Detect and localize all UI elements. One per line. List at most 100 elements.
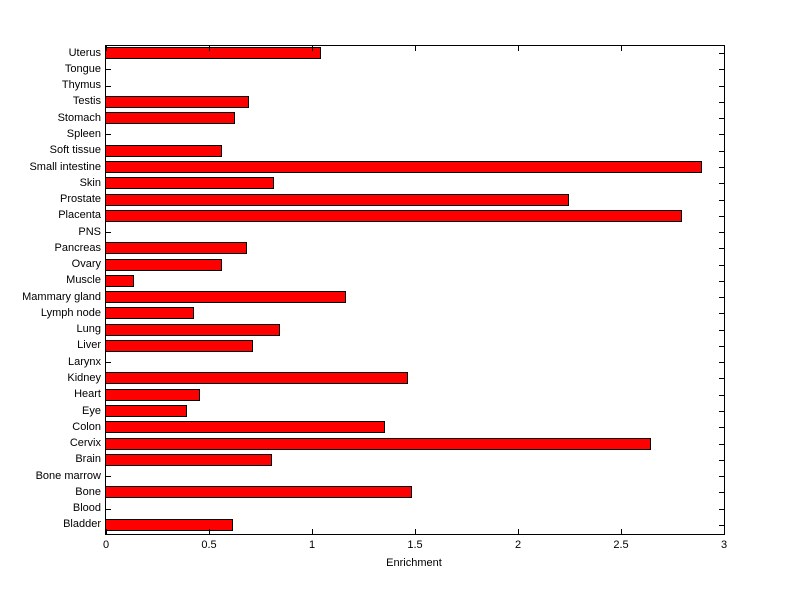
- y-tick-label: Skin: [79, 177, 101, 189]
- bar: [105, 519, 233, 531]
- y-tick-label: Eye: [82, 405, 101, 417]
- bar: [105, 145, 222, 157]
- bar: [105, 47, 321, 59]
- y-tick-label: Larynx: [67, 356, 101, 368]
- y-tick-left: [106, 509, 111, 510]
- bar: [105, 438, 651, 450]
- y-tick-right: [719, 346, 724, 347]
- bar: [105, 372, 408, 384]
- bar: [105, 194, 569, 206]
- y-tick-label: Uterus: [68, 47, 101, 59]
- y-tick-label: Small intestine: [29, 161, 101, 173]
- x-tick-bottom: [312, 529, 313, 534]
- x-tick-top: [518, 46, 519, 51]
- bar: [105, 275, 134, 287]
- y-tick-label: Testis: [72, 95, 101, 107]
- x-tick-bottom: [724, 529, 725, 534]
- bar: [105, 324, 280, 336]
- x-tick-top: [312, 46, 313, 51]
- y-tick-label: Bone marrow: [35, 470, 101, 482]
- x-tick-bottom: [518, 529, 519, 534]
- y-tick-label: Thymus: [61, 79, 101, 91]
- y-tick-right: [719, 444, 724, 445]
- y-tick-left: [106, 86, 111, 87]
- x-tick-top: [724, 46, 725, 51]
- y-tick-label: Kidney: [67, 372, 101, 384]
- x-tick-label: 1.5: [407, 539, 423, 551]
- y-tick-right: [719, 53, 724, 54]
- bar: [105, 454, 272, 466]
- x-tick-top: [621, 46, 622, 51]
- x-axis-label: Enrichment: [386, 557, 442, 569]
- bar: [105, 405, 187, 417]
- y-tick-label: Pancreas: [54, 242, 101, 254]
- y-tick-label: Colon: [72, 421, 101, 433]
- y-tick-right: [719, 378, 724, 379]
- x-tick-label: 3: [720, 539, 728, 551]
- x-tick-top: [106, 46, 107, 51]
- y-tick-right: [719, 167, 724, 168]
- x-tick-label: 0: [102, 539, 110, 551]
- x-tick-bottom: [621, 529, 622, 534]
- y-tick-right: [719, 118, 724, 119]
- y-tick-right: [719, 476, 724, 477]
- bar: [105, 112, 235, 124]
- x-tick-top: [209, 46, 210, 51]
- y-tick-right: [719, 69, 724, 70]
- y-tick-label: Cervix: [69, 437, 101, 449]
- y-tick-right: [719, 509, 724, 510]
- y-tick-right: [719, 281, 724, 282]
- y-tick-label: Soft tissue: [49, 144, 101, 156]
- y-tick-right: [719, 411, 724, 412]
- y-tick-right: [719, 330, 724, 331]
- y-tick-label: Muscle: [66, 274, 101, 286]
- x-tick-bottom: [106, 529, 107, 534]
- y-tick-label: Bladder: [63, 518, 101, 530]
- y-tick-label: PNS: [78, 226, 101, 238]
- bar: [105, 340, 253, 352]
- y-tick-right: [719, 427, 724, 428]
- y-tick-label: Stomach: [57, 112, 101, 124]
- y-tick-right: [719, 151, 724, 152]
- y-tick-label: Heart: [74, 388, 101, 400]
- y-tick-right: [719, 313, 724, 314]
- y-tick-label: Lymph node: [40, 307, 101, 319]
- bar: [105, 259, 222, 271]
- x-tick-label: 2.5: [613, 539, 629, 551]
- bar: [105, 242, 247, 254]
- bar: [105, 177, 274, 189]
- y-tick-right: [719, 395, 724, 396]
- bar: [105, 161, 702, 173]
- y-tick-right: [719, 492, 724, 493]
- y-tick-right: [719, 232, 724, 233]
- bar: [105, 389, 200, 401]
- bar: [105, 486, 412, 498]
- bar: [105, 210, 682, 222]
- x-tick-top: [415, 46, 416, 51]
- x-tick-label: 2: [514, 539, 522, 551]
- y-tick-right: [719, 460, 724, 461]
- y-tick-label: Tongue: [64, 63, 101, 75]
- y-tick-right: [719, 183, 724, 184]
- y-tick-right: [719, 216, 724, 217]
- y-tick-right: [719, 102, 724, 103]
- y-tick-label: Mammary gland: [22, 291, 101, 303]
- y-tick-label: Ovary: [71, 258, 101, 270]
- y-tick-right: [719, 362, 724, 363]
- x-tick-label: 0.5: [201, 539, 217, 551]
- x-tick-bottom: [209, 529, 210, 534]
- bar: [105, 96, 249, 108]
- y-tick-label: Blood: [72, 502, 101, 514]
- y-tick-label: Liver: [77, 339, 101, 351]
- y-tick-left: [106, 362, 111, 363]
- y-tick-right: [719, 134, 724, 135]
- y-tick-label: Bone: [75, 486, 101, 498]
- y-tick-right: [719, 265, 724, 266]
- y-tick-left: [106, 476, 111, 477]
- plot-area: [105, 45, 725, 535]
- y-tick-left: [106, 134, 111, 135]
- y-tick-label: Brain: [75, 453, 101, 465]
- y-tick-right: [719, 297, 724, 298]
- y-tick-label: Placenta: [58, 209, 101, 221]
